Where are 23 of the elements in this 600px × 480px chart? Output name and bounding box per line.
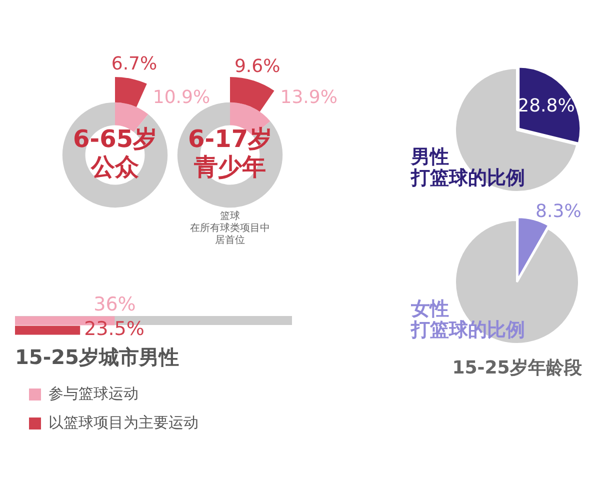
data-label: 36% [94,294,136,316]
data-label: 13.9% [280,87,338,108]
text: 6-65岁 [72,125,158,154]
text: 篮球 [220,210,240,222]
legend-label: 以篮球项目为主要运动 [48,413,198,432]
data-label: 10.9% [152,87,210,108]
x-axis-title: 15-25岁城市男性 [15,345,179,370]
data-label: 28.8% [518,96,575,117]
text: 打篮球的比例 [410,166,525,189]
text: 6-17岁 [188,125,272,154]
text: 居首位 [215,234,245,246]
data-label: 23.5% [84,318,144,340]
text: 男性 [410,146,449,168]
text: 女性 [410,298,449,320]
text: 青少年 [193,153,266,182]
data-label: 6.7% [111,54,158,75]
text: 打篮球的比例 [410,318,525,341]
data-label: 9.6% [234,56,280,77]
text: 15-25岁年龄段 [452,358,583,379]
text: 在所有球类项目中 [190,222,270,234]
legend-label: 参与篮球运动 [48,384,138,402]
data-label: 8.3% [536,201,582,222]
text: 公众 [90,153,140,182]
